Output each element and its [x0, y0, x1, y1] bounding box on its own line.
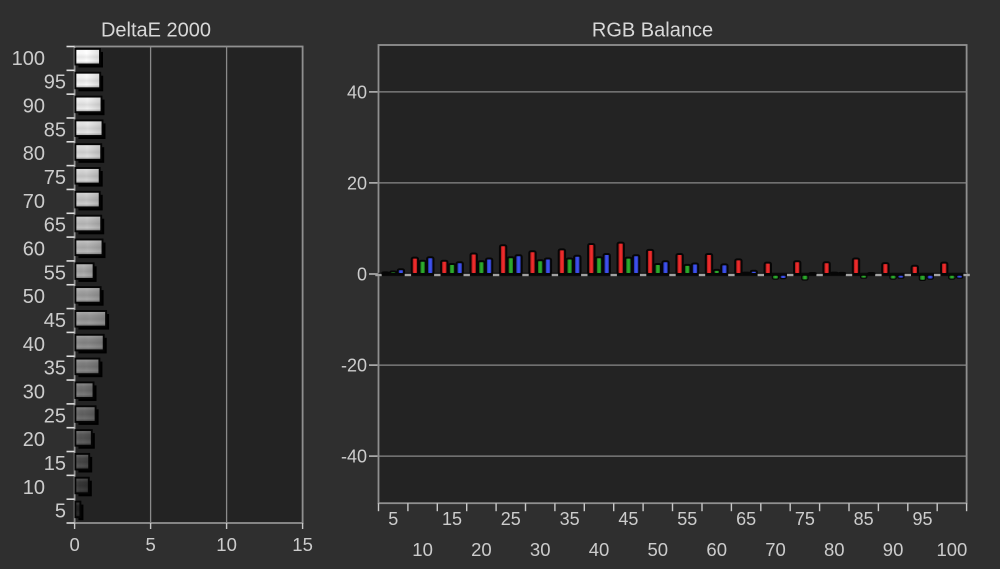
svg-text:20: 20 [471, 539, 492, 560]
svg-text:-40: -40 [341, 447, 367, 467]
svg-text:65: 65 [736, 509, 756, 529]
svg-text:90: 90 [23, 96, 45, 118]
svg-text:20: 20 [347, 173, 367, 193]
svg-text:35: 35 [44, 358, 66, 380]
svg-text:95: 95 [912, 509, 932, 529]
svg-text:70: 70 [765, 539, 786, 560]
svg-text:40: 40 [347, 82, 367, 102]
svg-text:15: 15 [44, 453, 66, 475]
svg-text:5: 5 [55, 501, 66, 523]
svg-text:65: 65 [44, 215, 66, 237]
svg-text:55: 55 [677, 509, 697, 529]
svg-text:70: 70 [23, 191, 45, 213]
svg-text:60: 60 [23, 239, 45, 261]
svg-text:90: 90 [883, 539, 904, 560]
svg-text:30: 30 [23, 382, 45, 404]
svg-text:50: 50 [648, 539, 669, 560]
svg-text:10: 10 [412, 539, 433, 560]
svg-text:75: 75 [44, 167, 66, 189]
svg-text:85: 85 [44, 119, 66, 141]
svg-text:DeltaE 2000: DeltaE 2000 [101, 20, 211, 42]
svg-text:0: 0 [357, 265, 367, 285]
svg-text:40: 40 [589, 539, 610, 560]
svg-text:15: 15 [292, 534, 313, 555]
svg-text:RGB Balance: RGB Balance [592, 20, 713, 42]
svg-text:60: 60 [706, 539, 727, 560]
svg-text:-20: -20 [341, 356, 367, 376]
svg-text:15: 15 [442, 509, 462, 529]
svg-text:100: 100 [12, 48, 45, 70]
svg-text:75: 75 [795, 509, 815, 529]
svg-text:80: 80 [824, 539, 845, 560]
svg-text:5: 5 [145, 534, 155, 555]
svg-text:40: 40 [23, 334, 45, 356]
svg-text:35: 35 [560, 509, 580, 529]
svg-text:80: 80 [23, 143, 45, 165]
svg-text:20: 20 [23, 429, 45, 451]
svg-text:10: 10 [216, 534, 237, 555]
svg-text:95: 95 [44, 72, 66, 94]
svg-text:30: 30 [530, 539, 551, 560]
svg-text:100: 100 [936, 539, 967, 560]
svg-text:85: 85 [854, 509, 874, 529]
svg-text:25: 25 [501, 509, 521, 529]
svg-text:55: 55 [44, 262, 66, 284]
svg-text:5: 5 [388, 509, 398, 529]
svg-text:45: 45 [618, 509, 638, 529]
svg-text:50: 50 [23, 286, 45, 308]
svg-text:45: 45 [44, 310, 66, 332]
svg-text:0: 0 [69, 534, 79, 555]
svg-text:10: 10 [23, 477, 45, 499]
svg-text:25: 25 [44, 405, 66, 427]
